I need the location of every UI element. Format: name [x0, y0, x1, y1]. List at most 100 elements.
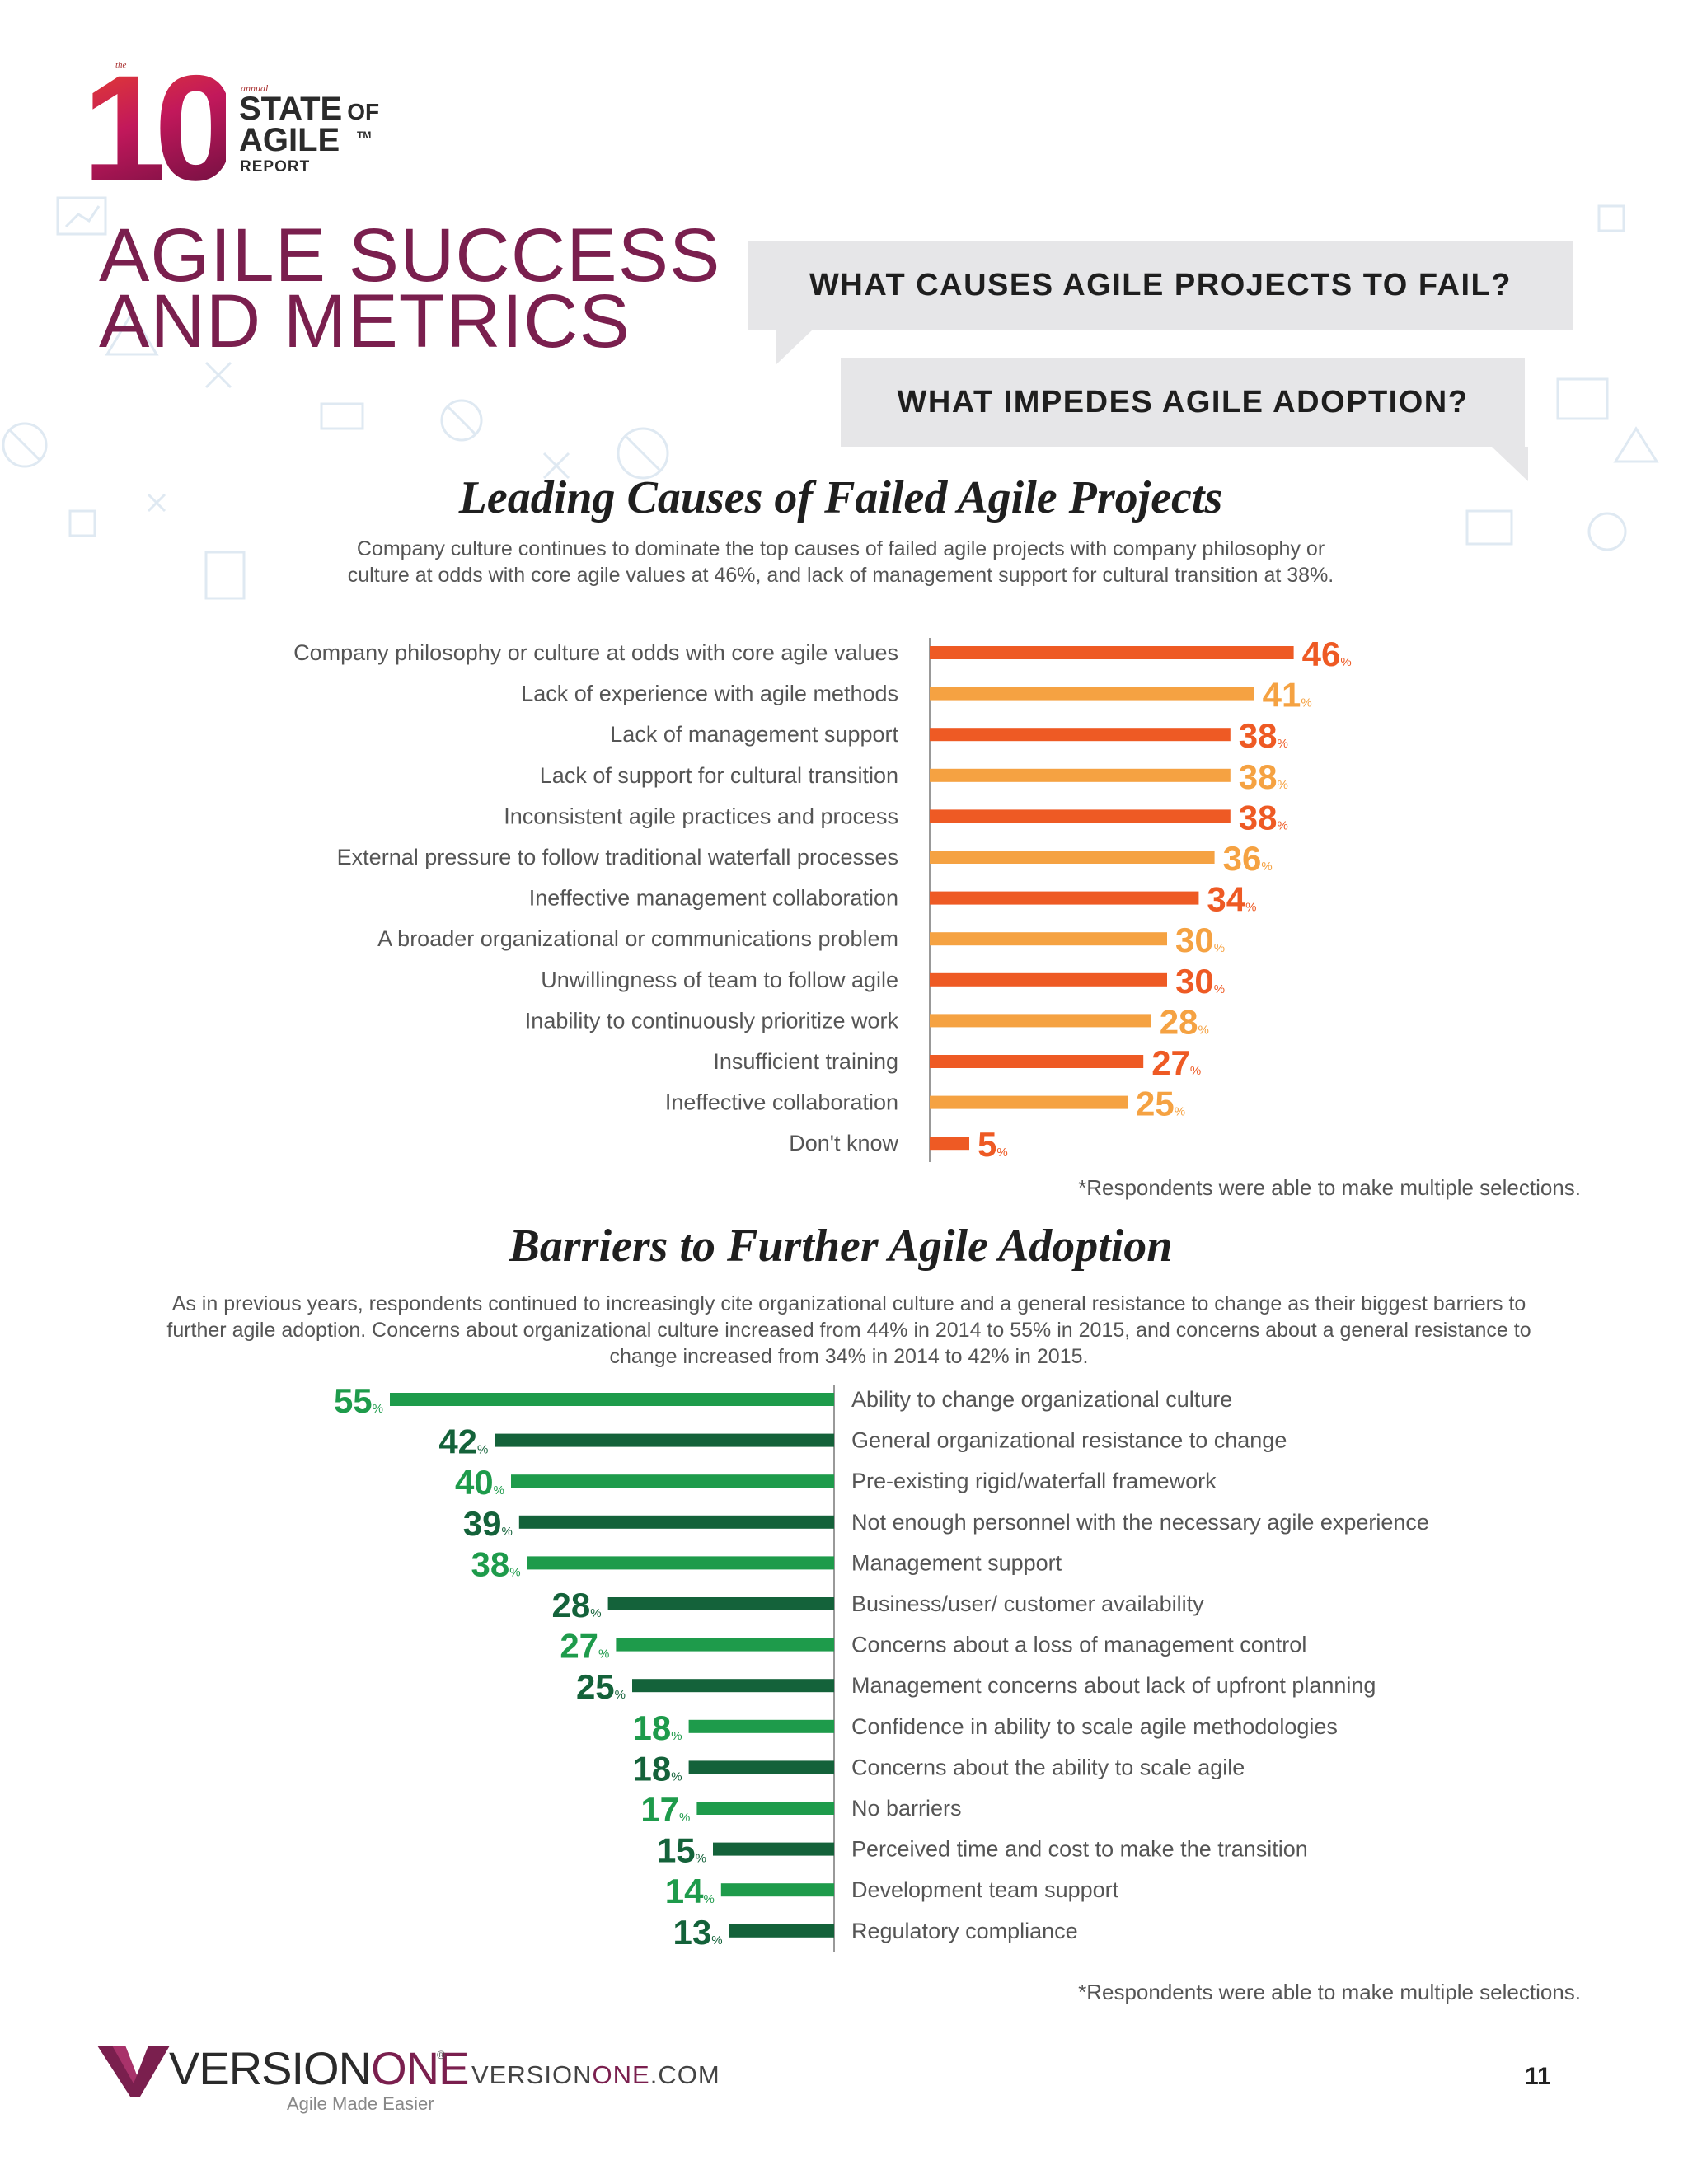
- callout-tail: [1492, 447, 1528, 481]
- chart2-bar: [607, 1597, 834, 1610]
- chart1-bar: [930, 768, 1231, 782]
- chart2-value-label: 14%: [665, 1872, 715, 1910]
- footer-website-link[interactable]: VERSIONONE.COM: [471, 2060, 720, 2090]
- chart1-category-label: Don't know: [789, 1131, 898, 1155]
- chart2-value-label: 25%: [576, 1667, 626, 1706]
- chart2-value-label: 17%: [640, 1790, 690, 1829]
- chart-doodle-icon: [56, 196, 107, 236]
- chart-doodle-icon: [1597, 204, 1625, 232]
- chart2-value-label: 55%: [334, 1381, 383, 1420]
- chart2-intro: As in previous years, respondents contin…: [166, 1292, 1531, 1368]
- chart2-category-label: Business/user/ customer availability: [851, 1591, 1204, 1616]
- chart2-value-label: 18%: [633, 1708, 682, 1747]
- versionone-logo-mark-icon: [97, 2046, 170, 2097]
- chart2-footnote: *Respondents were able to make multiple …: [1078, 1980, 1581, 2004]
- x-doodle-icon: [542, 452, 570, 480]
- logo-number: 10: [82, 44, 237, 212]
- callout-tail: [776, 330, 813, 364]
- no-sign-doodle-icon: [440, 399, 483, 442]
- footer-registered-mark: ®: [437, 2048, 446, 2061]
- logo-state-word: STATE: [239, 91, 343, 127]
- no-sign-doodle-icon: [8, 429, 41, 462]
- chart-doodle-icon: [1556, 377, 1609, 420]
- chart1-bar: [930, 891, 1199, 905]
- chart1-category-label: Company philosophy or culture at odds wi…: [293, 640, 898, 665]
- chart2-value-label: 27%: [560, 1627, 609, 1666]
- chart2-category-label: Perceived time and cost to make the tran…: [851, 1837, 1308, 1862]
- chart2-bar: [511, 1474, 834, 1488]
- footer-tagline: Agile Made Easier: [287, 2093, 434, 2114]
- no-sign-doodle-icon: [625, 435, 661, 471]
- logo-annual-text: annual: [241, 82, 269, 94]
- chart2-bar: [696, 1802, 834, 1815]
- x-doodle-icon: [204, 361, 232, 389]
- chart1-footnote: *Respondents were able to make multiple …: [1078, 1175, 1581, 1200]
- chart2-category-label: Ability to change organizational culture: [851, 1387, 1232, 1412]
- chart1-bar: [930, 932, 1167, 946]
- chart2-value-label: 28%: [552, 1586, 602, 1624]
- chart2-bar: [390, 1393, 834, 1406]
- chart1-value-label: 36%: [1223, 839, 1273, 878]
- chart1-intro: Company culture continues to dominate th…: [347, 537, 1334, 587]
- no-sign-doodle-icon: [617, 427, 669, 480]
- chart1-category-label: Insufficient training: [713, 1049, 898, 1074]
- no-sign-doodle-icon: [446, 405, 477, 436]
- warning-doodle-icon: [105, 311, 159, 356]
- chart2-bar: [495, 1433, 834, 1447]
- chart2-category-label: Management concerns about lack of upfron…: [851, 1673, 1376, 1698]
- page-title-line1: AGILE SUCCESS: [99, 213, 721, 298]
- chart2-value-label: 13%: [673, 1913, 723, 1952]
- logo-agile-text: AGILE: [239, 122, 340, 158]
- chart1-bar: [930, 1095, 1128, 1109]
- chart1-value-label: 41%: [1263, 676, 1312, 715]
- chart1-value-label: 34%: [1207, 880, 1256, 919]
- chart1-category-label: Lack of support for cultural transition: [540, 763, 898, 788]
- chart1-category-label: Lack of management support: [610, 722, 898, 747]
- chart1-bar: [930, 1055, 1144, 1068]
- chart2-bar: [729, 1924, 834, 1938]
- chart2-value-label: 39%: [463, 1504, 513, 1543]
- chart1-bar: [930, 646, 1294, 659]
- chart-doodle-icon: [64, 205, 101, 228]
- chart1-category-label: Lack of experience with agile methods: [521, 682, 898, 706]
- chart2-bar: [616, 1638, 834, 1652]
- question-callout-fail: WHAT CAUSES AGILE PROJECTS TO FAIL?: [748, 241, 1573, 330]
- chart2-value-label: 18%: [633, 1749, 682, 1788]
- chart2-title: Barriers to Further Agile Adoption: [509, 1221, 1173, 1272]
- chart2-category-label: Pre-existing rigid/waterfall framework: [851, 1469, 1217, 1493]
- chart2-value-label: 15%: [657, 1831, 706, 1870]
- chart2-value-label: 40%: [455, 1463, 504, 1502]
- chart1-category-label: Ineffective management collaboration: [529, 886, 898, 911]
- chart2-bar: [720, 1883, 834, 1897]
- chart2-category-label: Concerns about the ability to scale agil…: [851, 1755, 1245, 1779]
- chart2-category-label: Concerns about a loss of management cont…: [851, 1633, 1306, 1657]
- chart1-value-label: 38%: [1239, 716, 1288, 755]
- footer-brand: VERSIONONE: [169, 2046, 469, 2092]
- chart1-bar: [930, 728, 1231, 742]
- chart2-bar: [688, 1760, 834, 1774]
- chart1-category-label: Unwillingness of team to follow agile: [541, 968, 898, 992]
- warning-doodle-icon: [1613, 426, 1659, 463]
- chart1-bar: [930, 1014, 1151, 1028]
- chart1-category-label: Inconsistent agile practices and process: [504, 804, 898, 828]
- no-sign-doodle-icon: [1587, 512, 1627, 551]
- page-number: 11: [1525, 2063, 1551, 2090]
- logo-report-text: REPORT: [240, 158, 311, 176]
- chart-doodle-icon: [204, 551, 246, 600]
- chart1-value-label: 46%: [1302, 635, 1352, 673]
- chart1-category-label: External pressure to follow traditional …: [337, 845, 898, 869]
- logo-trademark: TM: [357, 129, 372, 141]
- chart1-value-label: 27%: [1151, 1043, 1201, 1082]
- chart2-category-label: Regulatory compliance: [851, 1919, 1078, 1943]
- logo-state-text: STATE OF: [239, 92, 379, 129]
- page-title-line2: AND METRICS: [99, 279, 631, 363]
- chart1-value-label: 38%: [1239, 757, 1288, 796]
- dollar-doodle-icon: [320, 402, 364, 430]
- footer-url-one: ONE: [592, 2060, 650, 2089]
- no-sign-doodle-icon: [2, 422, 48, 468]
- chart1-category-label: Inability to continuously prioritize wor…: [525, 1008, 899, 1033]
- chart1-value-label: 30%: [1175, 962, 1225, 1001]
- chart1-bar: [930, 972, 1167, 987]
